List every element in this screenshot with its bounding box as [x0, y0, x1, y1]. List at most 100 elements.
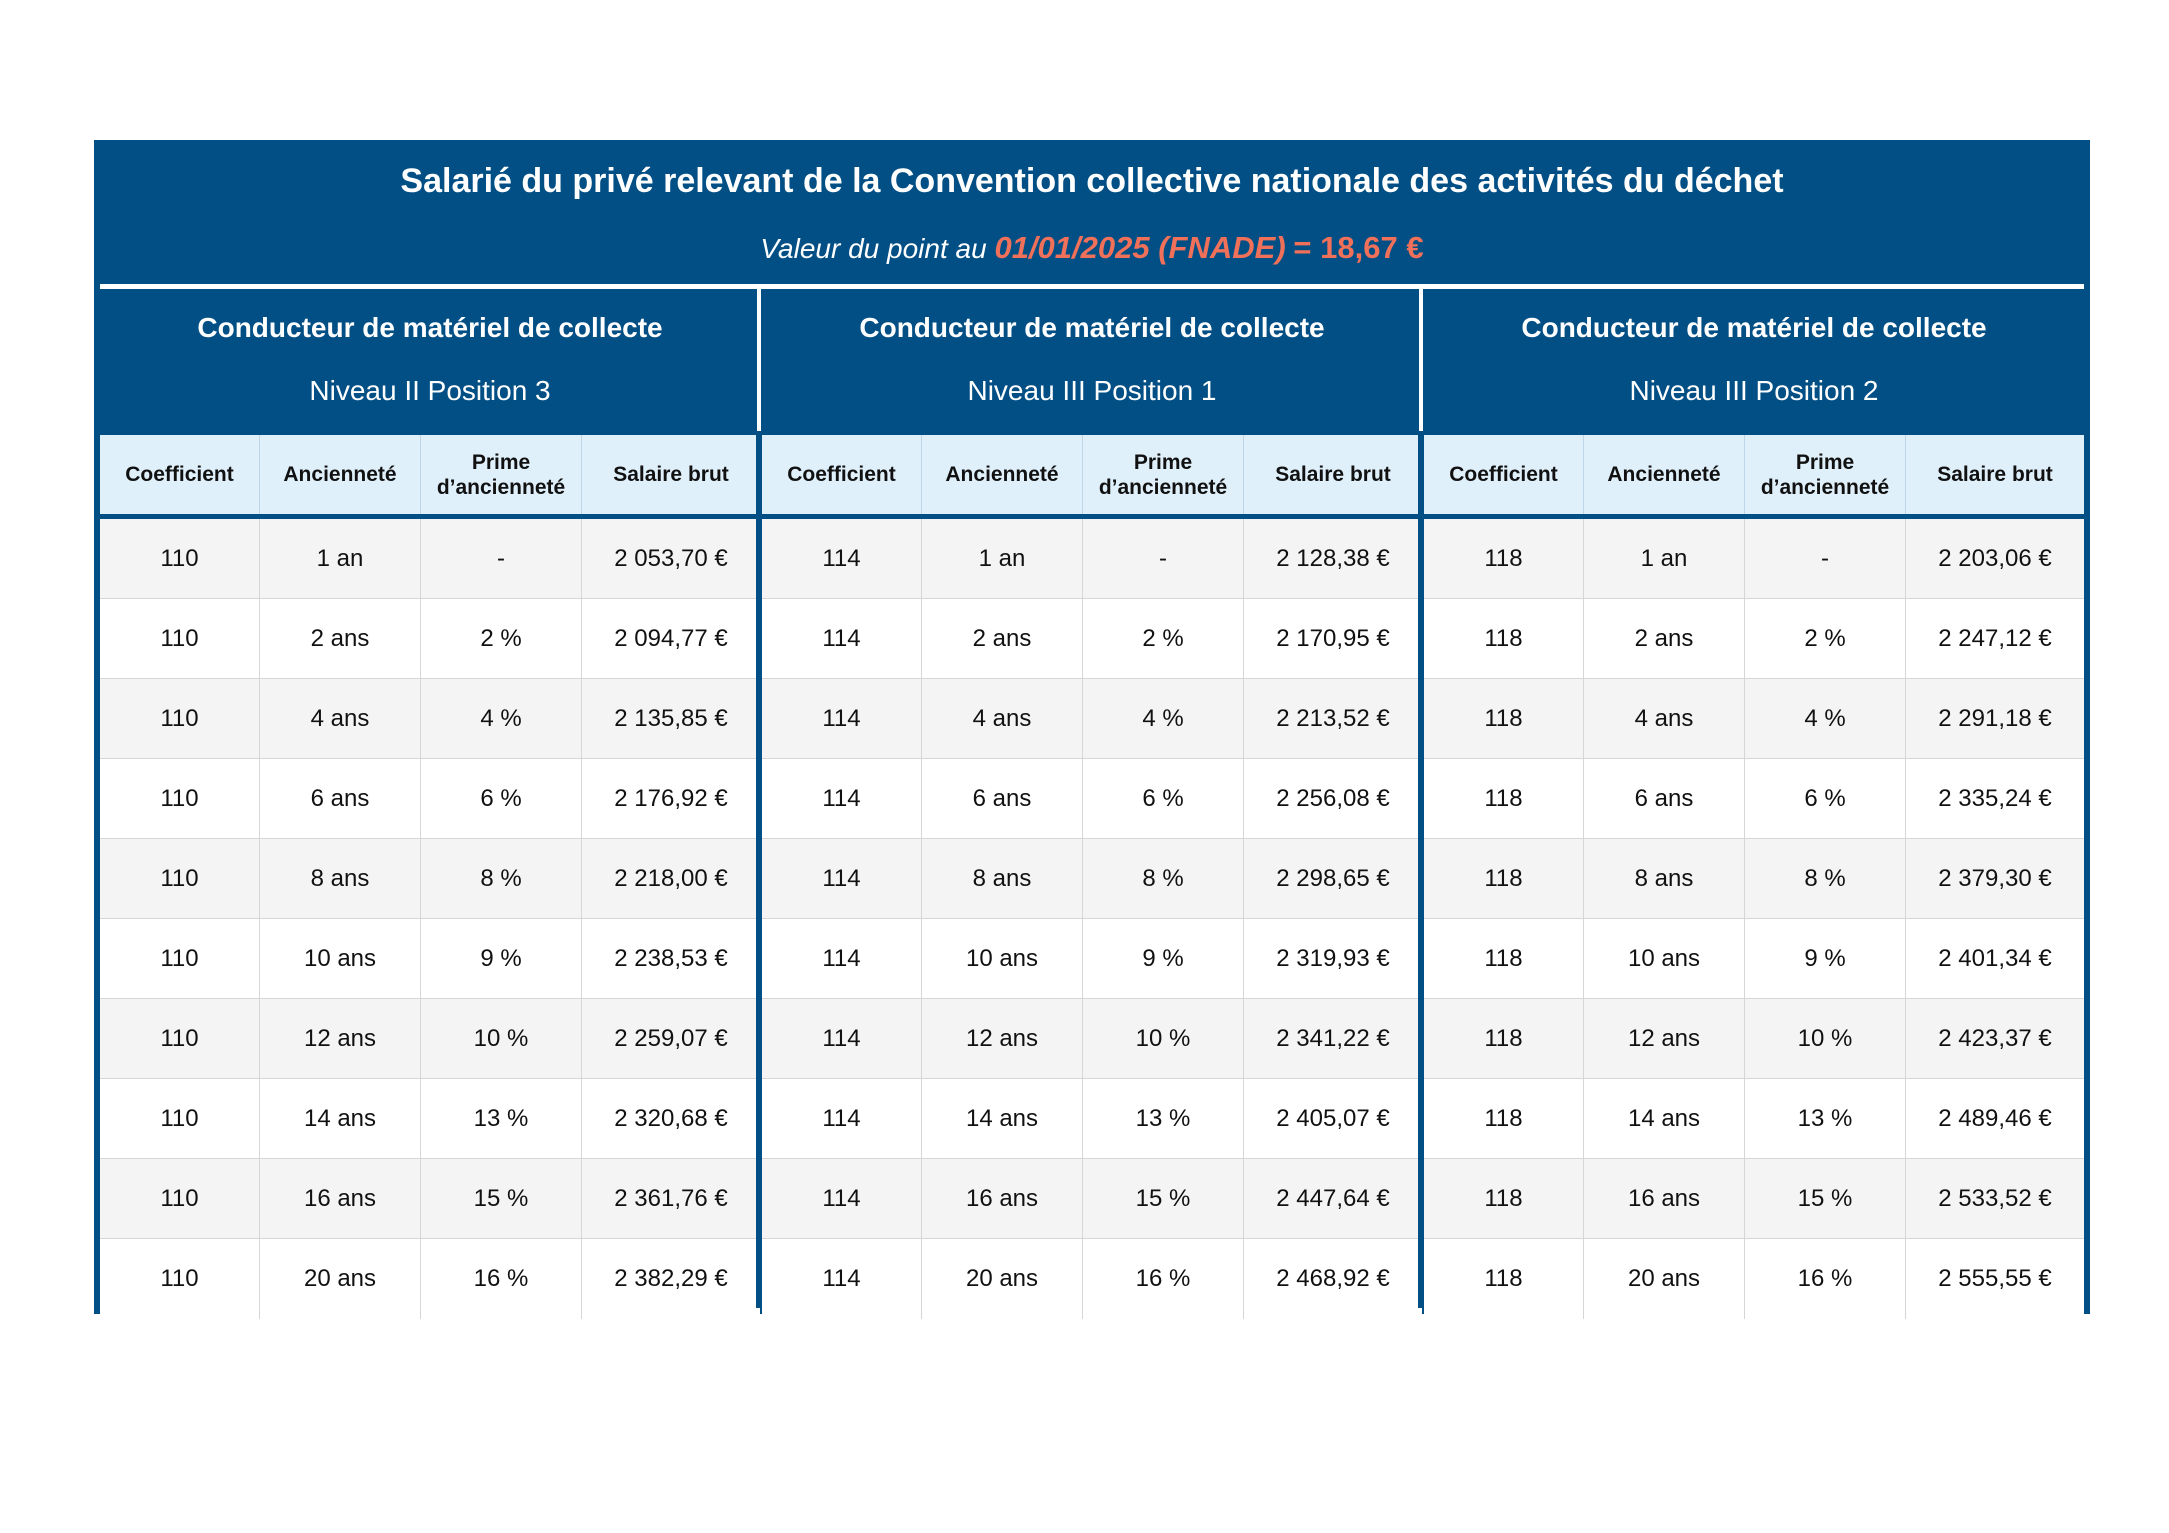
table-row: 114 4 ans 4 % 2 213,52 € [762, 679, 1422, 759]
cell-coefficient: 110 [100, 679, 260, 758]
cell-coefficient: 114 [762, 679, 922, 758]
cell-coefficient: 110 [100, 759, 260, 838]
cell-prime: 15 % [421, 1159, 582, 1238]
column-header-anciennete: Ancienneté [922, 435, 1083, 514]
table-row: 114 8 ans 8 % 2 298,65 € [762, 839, 1422, 919]
cell-anciennete: 14 ans [1584, 1079, 1745, 1158]
table-row: 110 8 ans 8 % 2 218,00 € [100, 839, 760, 919]
cell-prime: 6 % [421, 759, 582, 838]
table-row: 110 2 ans 2 % 2 094,77 € [100, 599, 760, 679]
table-row: 114 2 ans 2 % 2 170,95 € [762, 599, 1422, 679]
cell-coefficient: 110 [100, 999, 260, 1078]
table-row: 114 1 an - 2 128,38 € [762, 519, 1422, 599]
cell-prime: 10 % [421, 999, 582, 1078]
cell-coefficient: 114 [762, 1079, 922, 1158]
cell-prime: 15 % [1745, 1159, 1906, 1238]
cell-coefficient: 114 [762, 999, 922, 1078]
cell-anciennete: 6 ans [260, 759, 421, 838]
cell-anciennete: 6 ans [922, 759, 1083, 838]
cell-salaire: 2 361,76 € [614, 1184, 728, 1212]
column-header-prime: Prime d’ancienneté [421, 435, 582, 514]
cell-salaire: 2 533,52 € [1938, 1184, 2052, 1212]
cell-prime: 4 % [1745, 679, 1906, 758]
cell-prime: 4 % [1083, 679, 1244, 758]
table-row: 118 1 an - 2 203,06 € [1424, 519, 2084, 599]
cell-prime: 9 % [1083, 919, 1244, 998]
salary-table: Salarié du privé relevant de la Conventi… [94, 140, 2090, 1319]
table-row: 114 10 ans 9 % 2 319,93 € [762, 919, 1422, 999]
table-row: 118 10 ans 9 % 2 401,34 € [1424, 919, 2084, 999]
cell-anciennete: 8 ans [260, 839, 421, 918]
table-body: 114 1 an -2 128,38 €114 2 ans 2 % 2 170,95 €1… [762, 519, 1422, 1319]
table-body: 118 1 an -2 203,06 €118 2 ans 2 % 2 247,12 €1… [1424, 519, 2084, 1319]
cell-anciennete: 10 ans [1584, 919, 1745, 998]
column-header-coefficient: Coefficient [1424, 435, 1584, 514]
cell-prime: 8 % [1083, 839, 1244, 918]
cell-prime: 10 % [1083, 999, 1244, 1078]
cell-coefficient: 118 [1424, 759, 1584, 838]
group-header: Conducteur de matériel de collecte Nivea… [100, 289, 760, 431]
column-header-salaire: Salaire brut [1937, 463, 2053, 486]
cell-anciennete: 1 an [1584, 519, 1745, 598]
column-headers: Coefficient Ancienneté Prime d’anciennet… [100, 435, 760, 514]
cell-prime: 9 % [1745, 919, 1906, 998]
cell-salaire: 2 468,92 € [1276, 1265, 1390, 1292]
cell-anciennete: 1 an [260, 519, 421, 598]
table-row: 118 6 ans 6 % 2 335,24 € [1424, 759, 2084, 839]
cell-coefficient: 114 [762, 599, 922, 678]
cell-salaire: 2 128,38 € [1276, 544, 1390, 572]
cell-prime: 16 % [1745, 1239, 1906, 1319]
cell-coefficient: 114 [762, 759, 922, 838]
header-divider [762, 514, 1422, 519]
cell-anciennete: 16 ans [922, 1159, 1083, 1238]
cell-coefficient: 110 [100, 1079, 260, 1158]
cell-coefficient: 114 [762, 519, 922, 598]
cell-salaire: 2 170,95 € [1276, 624, 1390, 652]
cell-salaire: 2 203,06 € [1938, 544, 2052, 572]
cell-coefficient: 118 [1424, 1239, 1584, 1319]
group-job-title: Conducteur de matériel de collecte [1521, 312, 1987, 343]
group-header: Conducteur de matériel de collecte Nivea… [1424, 289, 2084, 431]
cell-anciennete: 4 ans [1584, 679, 1745, 758]
cell-salaire: 2 555,55 € [1938, 1265, 2052, 1292]
cell-salaire: 2 447,64 € [1276, 1184, 1390, 1212]
cell-anciennete: 20 ans [1584, 1239, 1745, 1319]
group-niveau-3-position-1: Conducteur de matériel de collecte Nivea… [762, 289, 1422, 1319]
cell-prime: 8 % [421, 839, 582, 918]
cell-prime: 2 % [1745, 599, 1906, 678]
cell-anciennete: 6 ans [1584, 759, 1745, 838]
column-header-salaire: Salaire brut [613, 463, 729, 486]
cell-salaire: 2 341,22 € [1276, 1024, 1390, 1052]
group-level: Niveau III Position 1 [967, 375, 1217, 406]
title-divider [100, 284, 2084, 289]
cell-anciennete: 14 ans [922, 1079, 1083, 1158]
cell-prime: 2 % [421, 599, 582, 678]
cell-prime: 13 % [421, 1079, 582, 1158]
group-level: Niveau II Position 3 [309, 375, 551, 406]
cell-coefficient: 118 [1424, 919, 1584, 998]
header-divider [100, 514, 760, 519]
cell-salaire: 2 176,92 € [614, 784, 728, 812]
group-job-title: Conducteur de matériel de collecte [197, 312, 663, 343]
cell-anciennete: 8 ans [922, 839, 1083, 918]
column-headers: Coefficient Ancienneté Prime d’anciennet… [762, 435, 1422, 514]
cell-prime: 2 % [1083, 599, 1244, 678]
cell-salaire: 2 213,52 € [1276, 704, 1390, 732]
cell-salaire: 2 135,85 € [614, 704, 728, 732]
table-row: 114 6 ans 6 % 2 256,08 € [762, 759, 1422, 839]
table-row: 110 12 ans 10 % 2 259,07 € [100, 999, 760, 1079]
table-row: 114 14 ans 13 % 2 405,07 € [762, 1079, 1422, 1159]
cell-salaire: 2 094,77 € [614, 624, 728, 652]
cell-coefficient: 110 [100, 919, 260, 998]
table-row: 118 16 ans 15 % 2 533,52 € [1424, 1159, 2084, 1239]
cell-salaire: 2 238,53 € [614, 944, 728, 972]
column-header-anciennete: Ancienneté [1584, 435, 1745, 514]
cell-prime: 10 % [1745, 999, 1906, 1078]
cell-salaire: 2 335,24 € [1938, 784, 2052, 812]
cell-anciennete: 4 ans [922, 679, 1083, 758]
cell-anciennete: 20 ans [922, 1239, 1083, 1319]
cell-anciennete: 16 ans [1584, 1159, 1745, 1238]
title-band: Salarié du privé relevant de la Conventi… [94, 140, 2090, 285]
point-value-amount: = 18,67 € [1293, 230, 1424, 265]
cell-anciennete: 14 ans [260, 1079, 421, 1158]
